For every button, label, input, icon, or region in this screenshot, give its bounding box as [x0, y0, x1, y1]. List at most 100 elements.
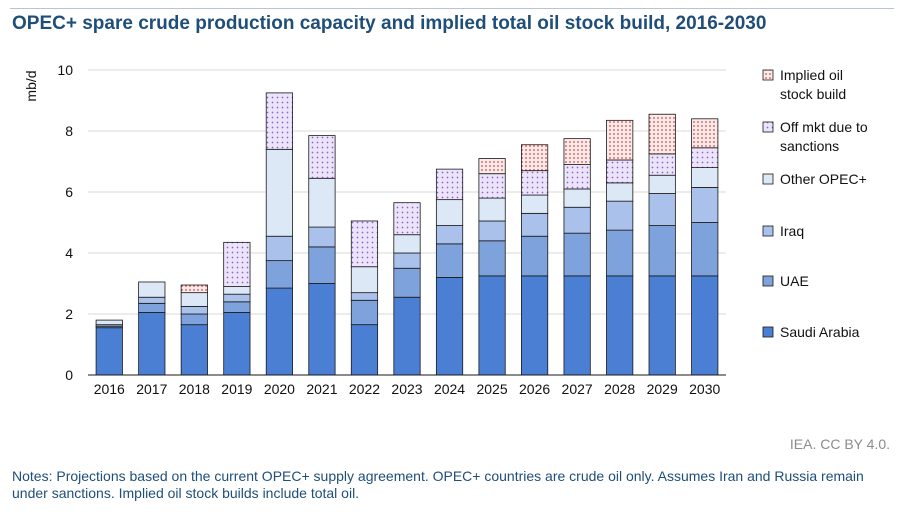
y-tick-label: 6	[65, 184, 73, 200]
x-tick-label: 2019	[221, 381, 252, 397]
bar-stock-2027	[563, 138, 591, 165]
bar-saudi-2020	[265, 287, 293, 376]
bar-other-2025	[478, 197, 506, 222]
legend-label-sanctions: Off mkt due to	[780, 119, 868, 135]
bar-other-2018	[180, 292, 208, 307]
bar-saudi-2028	[606, 275, 634, 376]
bar-saudi-2024	[435, 276, 464, 376]
chart-title: OPEC+ spare crude production capacity an…	[12, 13, 767, 34]
x-tick-label: 2017	[136, 381, 167, 397]
bar-stock-2018	[180, 284, 208, 294]
bar-sanctions-2028	[606, 159, 634, 184]
bar-iraq-2026	[521, 212, 549, 237]
bar-uae-2030	[691, 222, 719, 277]
y-tick-label: 10	[57, 62, 73, 78]
legend-swatch-saudi	[762, 326, 774, 338]
x-tick-label: 2023	[391, 381, 422, 397]
bar-saudi-2019	[223, 312, 251, 376]
bar-iraq-2030	[691, 187, 719, 223]
bar-uae-2026	[521, 235, 549, 277]
x-tick-label: 2021	[306, 381, 337, 397]
bar-uae-2019	[223, 301, 251, 313]
bar-iraq-2021	[308, 226, 336, 248]
bar-other-2017	[138, 281, 166, 298]
bar-saudi-2023	[393, 296, 421, 376]
bar-sanctions-2030	[691, 147, 719, 169]
bar-stock-2025	[478, 158, 506, 175]
bar-saudi-2025	[478, 275, 506, 376]
bar-iraq-2022	[350, 292, 379, 301]
source-credit: IEA. CC BY 4.0.	[789, 436, 890, 452]
legend-label-other: Other OPEC+	[780, 171, 867, 187]
bar-other-2020	[265, 148, 293, 237]
bar-iraq-2028	[606, 200, 634, 231]
bar-uae-2021	[308, 246, 336, 284]
bar-sanctions-2024	[435, 168, 464, 201]
legend-swatch-stock	[762, 69, 774, 81]
bar-sanctions-2022	[350, 220, 379, 268]
bar-iraq-2020	[265, 235, 293, 262]
legend-label-stock: Implied oil	[780, 67, 843, 83]
bar-sanctions-2021	[308, 135, 336, 179]
bar-uae-2018	[180, 313, 208, 326]
bar-other-2030	[691, 167, 719, 188]
y-tick-label: 0	[65, 367, 73, 383]
bar-uae-2027	[563, 232, 591, 277]
x-tick-label: 2025	[476, 381, 507, 397]
bar-uae-2029	[648, 225, 676, 277]
chart: 0 2 4 6 8 10 mb/d 2016 2017 2018 2019 2020 2021 202…	[23, 62, 868, 397]
x-tick-label: 2027	[562, 381, 593, 397]
bar-uae-2022	[350, 299, 379, 326]
x-tick-label: 2026	[519, 381, 550, 397]
legend-swatch-iraq	[762, 225, 774, 237]
bar-sanctions-2023	[393, 202, 421, 236]
bar-sanctions-2026	[521, 170, 549, 196]
x-axis-labels: 2016 2017 2018 2019 2020 2021 2022 2023 2024 2025…	[94, 381, 721, 397]
bar-other-2028	[606, 182, 634, 202]
bar-uae-2024	[435, 243, 464, 278]
bar-saudi-2021	[308, 283, 336, 376]
y-tick-label: 2	[65, 306, 73, 322]
bar-other-2019	[223, 286, 251, 295]
x-tick-label: 2016	[94, 381, 125, 397]
x-tick-label: 2030	[689, 381, 720, 397]
bar-sanctions-2027	[563, 164, 591, 190]
bar-iraq-2019	[223, 293, 251, 303]
chart-notes: Notes: Projections based on the current …	[12, 468, 864, 501]
bar-other-2024	[435, 199, 464, 226]
x-tick-label: 2020	[264, 381, 295, 397]
x-tick-label: 2029	[647, 381, 678, 397]
bar-saudi-2017	[138, 312, 166, 376]
x-tick-label: 2018	[179, 381, 210, 397]
bars	[95, 92, 719, 376]
bar-uae-2020	[265, 260, 293, 289]
legend: Implied oil stock build Off mkt due to sanc…	[762, 67, 868, 340]
x-tick-label: 2024	[434, 381, 465, 397]
bar-iraq-2024	[435, 225, 464, 245]
bar-other-2026	[521, 194, 549, 214]
y-axis-title: mb/d	[23, 70, 39, 101]
bar-saudi-2027	[563, 275, 591, 376]
bar-stock-2028	[606, 119, 634, 161]
bar-sanctions-2019	[223, 241, 251, 287]
bar-iraq-2023	[393, 252, 421, 269]
legend-label-saudi: Saudi Arabia	[780, 324, 860, 340]
x-tick-label: 2028	[604, 381, 635, 397]
bar-sanctions-2020	[265, 92, 293, 150]
y-tick-label: 8	[65, 123, 73, 139]
title-rule	[10, 8, 894, 9]
y-tick-label: 4	[65, 245, 73, 261]
legend-swatch-sanctions	[762, 121, 774, 133]
bar-other-2022	[350, 266, 379, 294]
bar-sanctions-2029	[648, 153, 676, 176]
bar-saudi-2016	[95, 327, 123, 376]
bar-stock-2029	[648, 113, 676, 155]
bar-other-2029	[648, 174, 676, 194]
legend-swatch-other	[762, 173, 774, 185]
bar-other-2023	[393, 234, 421, 254]
bar-uae-2023	[393, 267, 421, 298]
bar-sanctions-2025	[478, 173, 506, 199]
bar-iraq-2025	[478, 220, 506, 242]
bar-other-2016	[95, 319, 123, 326]
legend-swatch-uae	[762, 275, 774, 287]
